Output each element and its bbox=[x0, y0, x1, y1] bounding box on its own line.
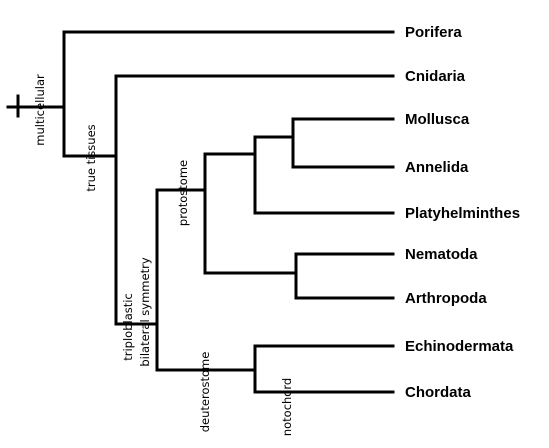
trait-multicellular: multicellular bbox=[33, 74, 47, 146]
taxon-echinodermata: Echinodermata bbox=[405, 338, 514, 355]
taxon-arthropoda: Arthropoda bbox=[405, 290, 487, 307]
taxon-platyhelminthes: Platyhelminthes bbox=[405, 205, 520, 222]
taxon-cnidaria: Cnidaria bbox=[405, 68, 466, 85]
taxon-mollusca: Mollusca bbox=[405, 111, 470, 128]
taxon-nematoda: Nematoda bbox=[405, 246, 478, 263]
trait-triploblastic: triploblastic bbox=[121, 293, 135, 361]
trait-protostome: protostome bbox=[176, 160, 190, 226]
taxon-annelida: Annelida bbox=[405, 159, 469, 176]
taxon-porifera: Porifera bbox=[405, 24, 462, 41]
trait-true-tissues: true tissues bbox=[84, 124, 98, 191]
taxon-chordata: Chordata bbox=[405, 384, 471, 401]
trait-deuterostome: deuterostome bbox=[198, 352, 212, 433]
trait-bilateral-symmetry: bilateral symmetry bbox=[138, 257, 152, 366]
trait-notochord: notochord bbox=[280, 378, 294, 436]
